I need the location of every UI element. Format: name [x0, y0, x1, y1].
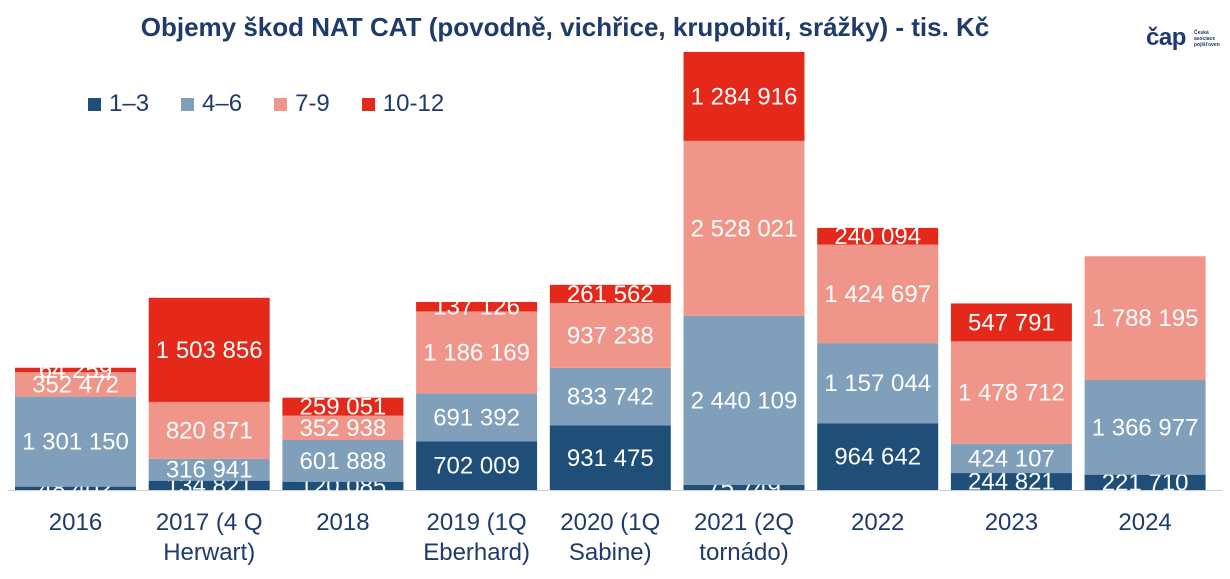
- x-tick-label: 2019 (1Q: [427, 509, 527, 536]
- data-label: 931 475: [567, 445, 654, 472]
- bar-segment: [1084, 474, 1206, 490]
- bar-segment: [817, 244, 939, 344]
- bar-segment: [683, 315, 805, 485]
- data-label: 1 788 195: [1092, 305, 1199, 332]
- data-label: 261 562: [567, 281, 654, 308]
- legend-swatch-10-12: [361, 97, 375, 111]
- bar-segment: [950, 443, 1072, 474]
- legend-swatch-4-6: [181, 97, 195, 111]
- logo-subtitle: Česká asociace pojišťoven: [1194, 30, 1224, 48]
- data-label: 601 888: [300, 448, 387, 475]
- x-tick-label: Sabine): [569, 539, 652, 566]
- data-label: 2 440 109: [691, 387, 798, 414]
- bar-segment: [950, 341, 1072, 444]
- bar-segment: [148, 401, 270, 459]
- bar-segment: [950, 473, 1072, 490]
- bar-segment: [1084, 256, 1206, 381]
- bar-segment: [416, 441, 538, 490]
- bar-segment: [416, 311, 538, 394]
- data-label: 937 238: [567, 322, 654, 349]
- bar-segment: [1084, 380, 1206, 475]
- data-label: 1 284 916: [691, 83, 798, 110]
- bar-segment: [15, 372, 136, 397]
- bar-segment: [416, 301, 538, 312]
- data-label: 2 528 021: [691, 215, 798, 242]
- logo-subtitle-text: Česká asociace pojišťoven: [1194, 30, 1220, 48]
- bar-segment: [15, 486, 136, 490]
- x-tick-label: 2016: [49, 509, 102, 536]
- data-label: 691 392: [433, 404, 520, 431]
- cap-logo: čap Česká asociace pojišťoven: [1146, 26, 1226, 52]
- data-label: 702 009: [433, 453, 520, 480]
- bar-segment: [817, 227, 939, 245]
- bar-segment: [15, 367, 136, 373]
- bar-segment: [950, 303, 1072, 342]
- legend-swatch-1-3: [88, 97, 101, 111]
- x-tick-label: 2020 (1Q: [560, 509, 660, 536]
- data-label: 1 503 856: [156, 337, 263, 364]
- x-tick-label: 2017 (4 Q: [156, 509, 263, 536]
- x-tick-label: 2018: [316, 509, 369, 536]
- data-label: 64 259: [39, 357, 112, 384]
- bar-segment: [148, 480, 270, 490]
- bar-segment: [282, 481, 404, 490]
- bar-segment: [148, 458, 270, 481]
- data-label: 1 186 169: [423, 339, 530, 366]
- bar-segment: [549, 302, 671, 368]
- x-tick-label: Herwart): [163, 539, 255, 566]
- bar-segment: [683, 51, 805, 141]
- bar-segment: [549, 425, 671, 490]
- legend-label-7-9: 7-9: [295, 90, 330, 117]
- data-label: 1 301 150: [22, 429, 129, 456]
- data-label: 316 941: [166, 457, 253, 484]
- legend-item-10-12: 10-12: [361, 90, 445, 118]
- legend-item-1-3: 1–3: [88, 90, 149, 118]
- data-label: 547 791: [968, 309, 1055, 336]
- x-tick-label: 2023: [985, 509, 1038, 536]
- data-label: 833 742: [567, 384, 654, 411]
- legend-label-4-6: 4–6: [202, 90, 243, 117]
- x-tick-label: Eberhard): [423, 539, 530, 566]
- legend-swatch-7-9: [274, 97, 288, 111]
- legend-label-10-12: 10-12: [382, 90, 445, 117]
- x-tick-label: 2022: [851, 509, 904, 536]
- data-label: 820 871: [166, 417, 253, 444]
- bar-segment: [148, 297, 270, 402]
- data-label: 1 366 977: [1092, 414, 1199, 441]
- bar-segment: [549, 284, 671, 303]
- chart-legend: 1–3 4–6 7-9 10-12: [88, 90, 476, 118]
- bar-segment: [416, 393, 538, 442]
- data-label: 424 107: [968, 445, 1055, 472]
- legend-item-7-9: 7-9: [274, 90, 330, 118]
- bar-segment: [817, 343, 939, 424]
- bar-segment: [549, 367, 671, 426]
- legend-label-1-3: 1–3: [109, 90, 150, 117]
- data-label: 1 157 044: [824, 370, 931, 397]
- bar-segment: [817, 423, 939, 490]
- logo-text: čap: [1146, 24, 1186, 51]
- bar-segment: [282, 397, 404, 416]
- data-label: 259 051: [300, 394, 387, 421]
- bar-segment: [683, 140, 805, 316]
- chart-title: Objemy škod NAT CAT (povodně, vichřice, …: [140, 12, 990, 42]
- data-label: 1 478 712: [958, 380, 1065, 407]
- bar-segment: [15, 396, 136, 487]
- bar-segment: [683, 484, 805, 490]
- data-label: 137 126: [433, 294, 520, 321]
- data-label: 352 938: [300, 415, 387, 442]
- data-label: 964 642: [834, 444, 921, 471]
- x-tick-label: 2024: [1118, 509, 1171, 536]
- data-label: 352 472: [32, 371, 119, 398]
- x-tick-label: 2021 (2Q: [694, 509, 794, 536]
- data-label: 1 424 697: [824, 281, 931, 308]
- bar-segment: [282, 415, 404, 441]
- bar-segment: [282, 440, 404, 482]
- data-label: 240 094: [834, 223, 921, 250]
- x-tick-label: tornádo): [699, 539, 788, 566]
- legend-item-4-6: 4–6: [181, 90, 242, 118]
